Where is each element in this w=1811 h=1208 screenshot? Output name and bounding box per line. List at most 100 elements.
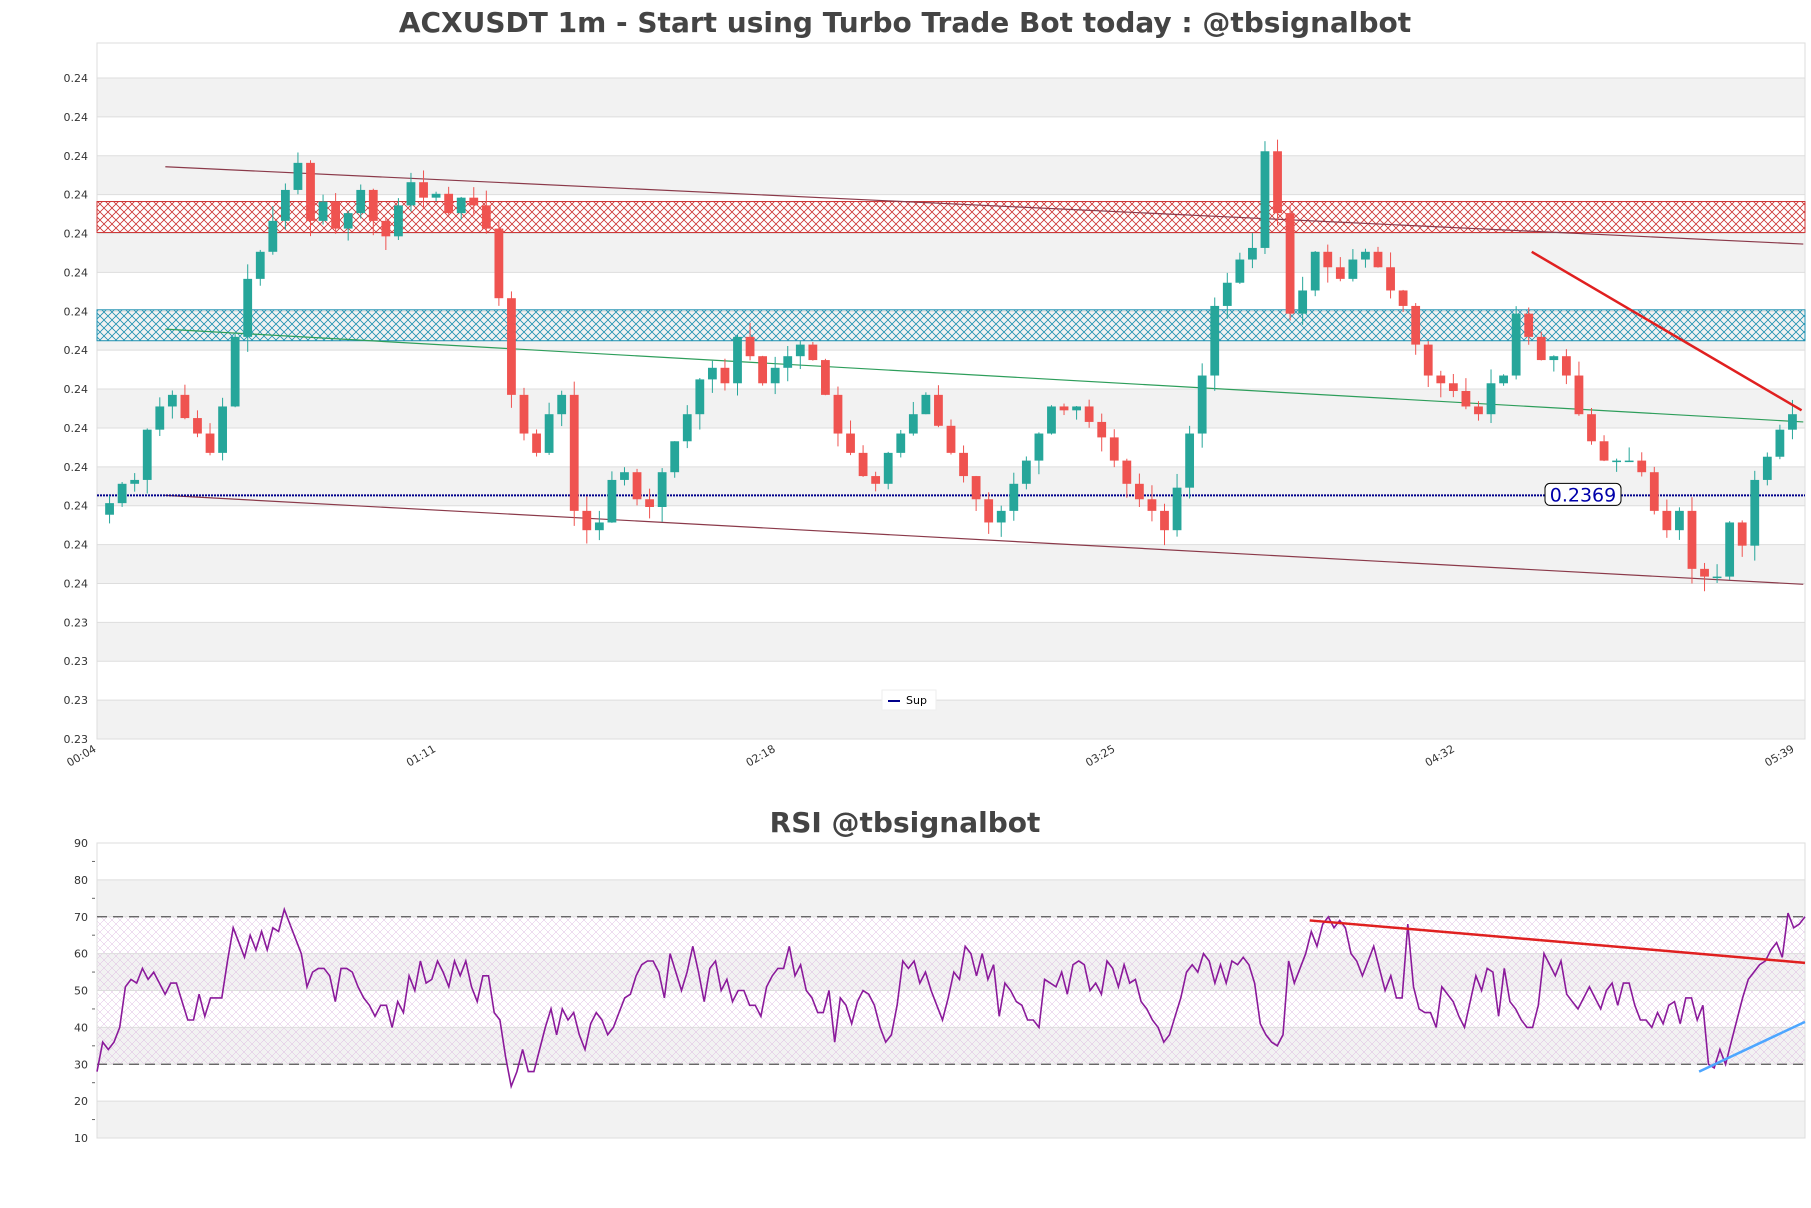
candle-body xyxy=(1461,391,1471,407)
y-tick-label: 0.24 xyxy=(64,383,89,396)
candle-body xyxy=(532,433,541,453)
candle-body xyxy=(1398,290,1408,306)
candle-body xyxy=(481,205,491,229)
candle-body xyxy=(1775,429,1785,457)
candle-body xyxy=(1561,356,1571,376)
y-tick-label: 0.24 xyxy=(64,150,89,163)
candle-body xyxy=(1486,383,1496,415)
candle-body xyxy=(1285,213,1295,314)
y-tick-label: 0.24 xyxy=(64,305,89,318)
candle-body xyxy=(218,406,227,453)
candle-body xyxy=(1637,460,1647,473)
candle-body xyxy=(268,220,278,252)
candle-body xyxy=(733,336,742,384)
candle-body xyxy=(368,189,378,221)
candle-body xyxy=(607,479,617,523)
candle-body xyxy=(167,394,177,407)
candle-body xyxy=(1436,375,1446,384)
candle-body xyxy=(783,356,793,368)
candle-body xyxy=(720,367,730,384)
candle-body xyxy=(1612,460,1622,463)
candle-body xyxy=(507,298,516,395)
y-tick-label: 0.24 xyxy=(64,72,89,85)
candle-body xyxy=(645,499,654,507)
candle-body xyxy=(494,228,504,299)
y-tick-label: 0.24 xyxy=(64,500,89,513)
candle-body xyxy=(1172,487,1182,531)
candle-body xyxy=(657,472,667,507)
candle-body xyxy=(1700,568,1709,577)
y-tick-label: 0.24 xyxy=(64,344,89,357)
rsi-chart-title: RSI @tbsignalbot xyxy=(770,806,1041,839)
candle-body xyxy=(1009,483,1019,511)
candle-body xyxy=(1474,406,1483,415)
grid-band xyxy=(97,544,1805,584)
candle-body xyxy=(1072,406,1081,411)
candle-body xyxy=(1649,472,1659,511)
candle-body xyxy=(1762,456,1772,480)
rsi-panel: 10 20 30 40 50 60 70 80 90 xyxy=(74,837,1806,1145)
candle-body xyxy=(1059,406,1069,411)
candle-body xyxy=(1122,460,1132,484)
candle-body xyxy=(896,433,906,453)
candle-body xyxy=(1185,433,1195,488)
candle-body xyxy=(230,336,240,407)
candle-body xyxy=(1675,510,1684,531)
candle-body xyxy=(971,476,981,500)
short-resistance-trendline xyxy=(1531,250,1803,412)
candle-body xyxy=(1047,406,1056,434)
candle-body xyxy=(996,510,1006,523)
candle-body xyxy=(833,394,843,434)
y-tick-label: 0.24 xyxy=(64,228,89,241)
x-tick-label: 00:04 xyxy=(65,742,99,769)
x-tick-label: 01:11 xyxy=(404,742,438,769)
candle-body xyxy=(394,205,403,237)
candle-body xyxy=(707,367,717,380)
candle-body xyxy=(745,336,755,357)
rsi-plot-frame xyxy=(96,842,1806,1139)
candle-body xyxy=(1147,499,1157,511)
candle-body xyxy=(1624,460,1634,463)
candle-body xyxy=(632,472,642,500)
candle-body xyxy=(946,425,956,453)
grid-band xyxy=(97,466,1805,506)
rsi-y-tick-label: 80 xyxy=(74,874,88,887)
candle-body xyxy=(1423,344,1433,376)
candle-body xyxy=(1222,282,1232,306)
candle-body xyxy=(1273,151,1282,214)
legend-box xyxy=(881,689,937,711)
candle-body xyxy=(1210,305,1220,376)
candle-body xyxy=(1712,576,1722,579)
candle-body xyxy=(871,476,881,484)
candle-body xyxy=(795,344,805,357)
candle-body xyxy=(1160,510,1169,531)
candle-body xyxy=(908,414,918,434)
resistance-zone xyxy=(96,201,1806,233)
candle-body xyxy=(1084,406,1094,422)
candle-body xyxy=(1725,522,1735,577)
candle-body xyxy=(921,394,931,415)
candle-body xyxy=(431,193,441,198)
candle-body xyxy=(130,479,140,484)
legend-label: Sup xyxy=(906,694,927,707)
plot-frame xyxy=(96,42,1806,740)
candle-body xyxy=(1662,510,1672,531)
candle-body xyxy=(1373,251,1383,268)
candle-body xyxy=(469,197,479,206)
candle-body xyxy=(883,452,893,484)
candle-body xyxy=(1021,460,1031,484)
y-tick-label: 0.24 xyxy=(64,422,89,435)
support-price-label: 0.2369 xyxy=(1550,484,1616,506)
candle-body xyxy=(620,472,629,480)
price-chart-title: ACXUSDT 1m - Start using Turbo Trade Bot… xyxy=(399,6,1411,39)
candle-body xyxy=(193,418,202,434)
candle-body xyxy=(117,483,127,504)
rsi-resistance-trendline xyxy=(1309,919,1806,965)
candle-body xyxy=(1197,375,1207,434)
x-tick-label: 03:25 xyxy=(1083,742,1117,769)
candle-body xyxy=(456,197,466,214)
candle-body xyxy=(682,414,692,442)
channel-upper-trendline xyxy=(165,166,1804,245)
